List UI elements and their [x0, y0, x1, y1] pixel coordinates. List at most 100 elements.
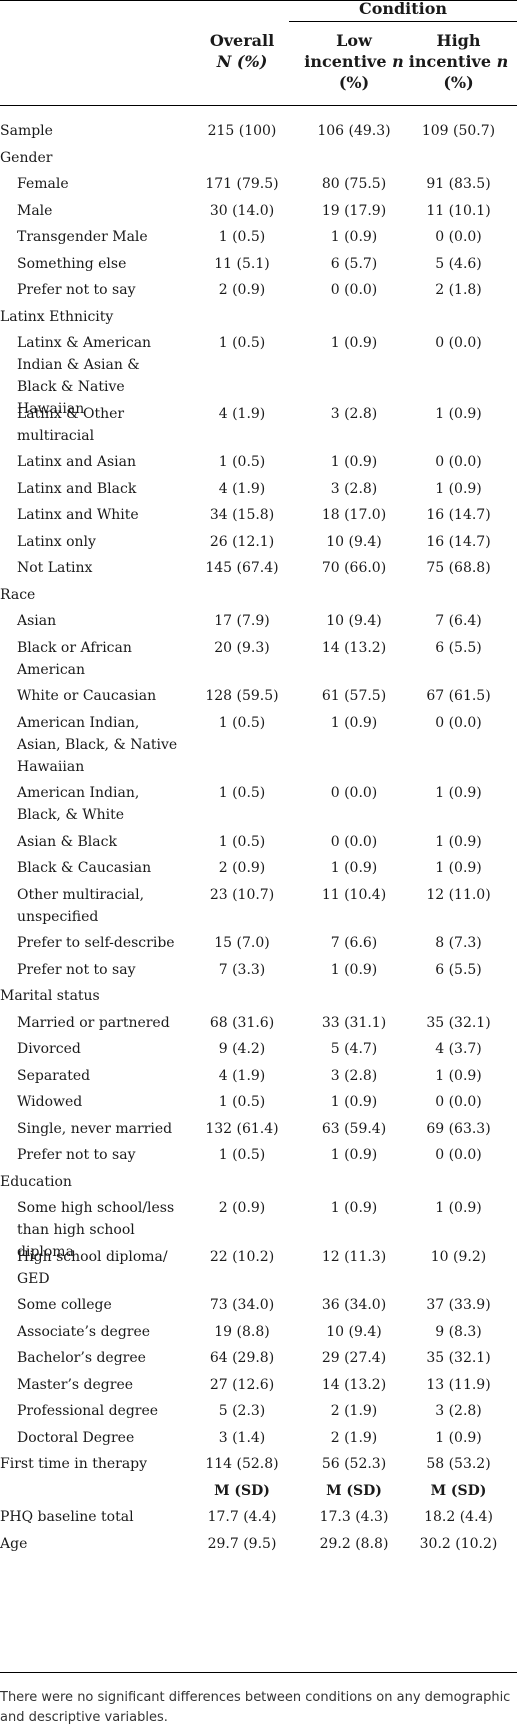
overall-value: 1 (0.5) [218, 785, 266, 801]
table-row: Age 29.7 (9.5) 29.2 (8.8) 30.2 (10.2) [0, 1533, 517, 1560]
table-row: Widowed 1 (0.5) 1 (0.9) 0 (0.0) [0, 1091, 517, 1118]
table-row: Master’s degree 27 (12.6) 14 (13.2) 13 (11.… [0, 1374, 517, 1401]
overall-value: 20 (9.3) [214, 639, 270, 656]
high-incentive-value: 1 (0.9) [435, 785, 482, 801]
high-incentive-value: 6 (5.5) [435, 961, 482, 978]
high-incentive-value: 30.2 (10.2) [419, 1535, 498, 1552]
row-label: Professional degree [17, 1403, 159, 1419]
row-label: Age [0, 1535, 28, 1552]
table-body: Sample 215 (100) 106 (49.3) 109 (50.7) Gende… [0, 120, 517, 1559]
table-row: Prefer not to say 7 (3.3) 1 (0.9) 6 (5.5) [0, 959, 517, 986]
overall-header-line1: Overall [209, 31, 275, 50]
table-row: Something else 11 (5.1) 6 (5.7) 5 (4.6) [0, 253, 517, 280]
high-incentive-value: 1 (0.9) [435, 1200, 482, 1216]
high-header-line3: (%) [443, 73, 474, 92]
high-incentive-value: 35 (32.1) [426, 1350, 491, 1366]
table-row: PHQ baseline total 17.7 (4.4) 17.3 (4.3) 18… [0, 1506, 517, 1533]
overall-value: 7 (3.3) [218, 961, 266, 978]
high-incentive-value: 58 (53.2) [426, 1456, 491, 1472]
section-header-row: Latinx Ethnicity [0, 306, 517, 333]
low-incentive-value: 0 (0.0) [330, 282, 378, 298]
overall-value: 114 (52.8) [205, 1456, 279, 1472]
section-header-row: Marital status [0, 985, 517, 1012]
row-label: PHQ baseline total [0, 1509, 134, 1525]
low-header-line2: incentive n [304, 52, 404, 71]
section-label: Latinx Ethnicity [0, 308, 114, 325]
low-incentive-value: 70 (66.0) [321, 560, 387, 576]
low-incentive-value: 56 (52.3) [321, 1456, 387, 1472]
high-incentive-value: 12 (11.0) [426, 886, 491, 903]
high-incentive-value: 91 (83.5) [426, 176, 491, 192]
high-incentive-value: 0 (0.0) [435, 1147, 482, 1163]
high-incentive-value: 9 (8.3) [435, 1323, 482, 1340]
row-label: Asian [17, 613, 57, 629]
low-incentive-value: 1 (0.9) [330, 714, 378, 731]
overall-value: 26 (12.1) [209, 533, 275, 550]
high-incentive-value: 16 (14.7) [426, 533, 491, 550]
row-label: Master’s degree [17, 1376, 134, 1393]
low-incentive-value: 1 (0.9) [330, 229, 378, 245]
high-incentive-value: 0 (0.0) [435, 454, 482, 470]
low-incentive-value: 3 (2.8) [330, 480, 378, 497]
low-incentive-value: 0 (0.0) [330, 833, 378, 850]
overall-value: 22 (10.2) [209, 1248, 275, 1265]
overall-value: 4 (1.9) [218, 1067, 266, 1084]
overall-value: 1 (0.5) [218, 833, 266, 850]
table-row: Professional degree 5 (2.3) 2 (1.9) 3 (2.8) [0, 1400, 517, 1427]
table-row: Not Latinx 145 (67.4) 70 (66.0) 75 (68.8) [0, 557, 517, 584]
low-incentive-value: 106 (49.3) [317, 123, 391, 139]
overall-value: M (SD) [214, 1482, 270, 1499]
table-row: Some college 73 (34.0) 36 (34.0) 37 (33.9) [0, 1294, 517, 1321]
low-incentive-value: M (SD) [326, 1482, 382, 1499]
low-incentive-value: 19 (17.9) [321, 202, 387, 219]
table-row: Latinx and Black 4 (1.9) 3 (2.8) 1 (0.9) [0, 478, 517, 505]
overall-value: 1 (0.5) [218, 335, 266, 351]
table-bottom-rule [0, 1672, 517, 1673]
overall-value: 2 (0.9) [218, 860, 266, 876]
high-incentive-value: 3 (2.8) [435, 1403, 482, 1419]
low-incentive-value: 1 (0.9) [330, 860, 378, 876]
row-label: Something else [17, 255, 127, 272]
high-incentive-value: 1 (0.9) [435, 480, 482, 497]
table-row: Latinx & American Indian & Asian & Black… [0, 332, 517, 417]
row-label: Prefer to self-describe [17, 935, 175, 951]
table-row: Male 30 (14.0) 19 (17.9) 11 (10.1) [0, 200, 517, 227]
overall-value: 34 (15.8) [209, 507, 275, 523]
high-incentive-value: 18.2 (4.4) [424, 1509, 493, 1525]
high-incentive-value: 10 (9.2) [430, 1248, 487, 1265]
low-incentive-value: 11 (10.4) [321, 886, 387, 903]
overall-value: 73 (34.0) [209, 1297, 275, 1313]
table-row: Asian & Black 1 (0.5) 0 (0.0) 1 (0.9) [0, 831, 517, 858]
row-label: Latinx & Other multiracial [17, 405, 125, 444]
table-row: High school diploma/ GED 22 (10.2) 12 (11.… [0, 1246, 517, 1295]
condition-rule [289, 21, 517, 22]
low-incentive-value: 10 (9.4) [326, 1323, 382, 1340]
overall-value: 2 (0.9) [218, 282, 266, 298]
row-label: Latinx and White [17, 507, 139, 523]
low-incentive-value: 18 (17.0) [321, 507, 387, 523]
row-label: Prefer not to say [17, 282, 136, 298]
high-incentive-value: 0 (0.0) [435, 714, 482, 731]
low-incentive-value: 2 (1.9) [330, 1429, 378, 1446]
low-incentive-value: 10 (9.4) [326, 613, 382, 629]
low-incentive-value: 1 (0.9) [330, 1200, 378, 1216]
high-incentive-value: 75 (68.8) [426, 560, 491, 576]
high-incentive-value: 5 (4.6) [435, 255, 482, 272]
overall-value: 1 (0.5) [218, 1094, 266, 1110]
row-label: Transgender Male [17, 229, 148, 245]
header-bottom-rule [0, 105, 517, 106]
overall-value: 68 (31.6) [209, 1014, 275, 1031]
low-incentive-value: 10 (9.4) [326, 533, 382, 550]
row-label: Prefer not to say [17, 1147, 136, 1163]
low-incentive-value: 63 (59.4) [321, 1120, 387, 1137]
section-header-row: Gender [0, 147, 517, 174]
row-label: Other multiracial, unspecified [17, 886, 145, 925]
high-incentive-value: 1 (0.9) [435, 1429, 482, 1446]
overall-value: 4 (1.9) [218, 480, 266, 497]
overall-value: 1 (0.5) [218, 229, 266, 245]
overall-value: 3 (1.4) [218, 1429, 266, 1446]
overall-value: 132 (61.4) [205, 1120, 279, 1137]
table-row: Latinx & Other multiracial 4 (1.9) 3 (2.8)… [0, 403, 517, 452]
stat-header-row: M (SD) M (SD) M (SD) [0, 1480, 517, 1507]
table-row: Latinx and White 34 (15.8) 18 (17.0) 16 (14… [0, 504, 517, 531]
